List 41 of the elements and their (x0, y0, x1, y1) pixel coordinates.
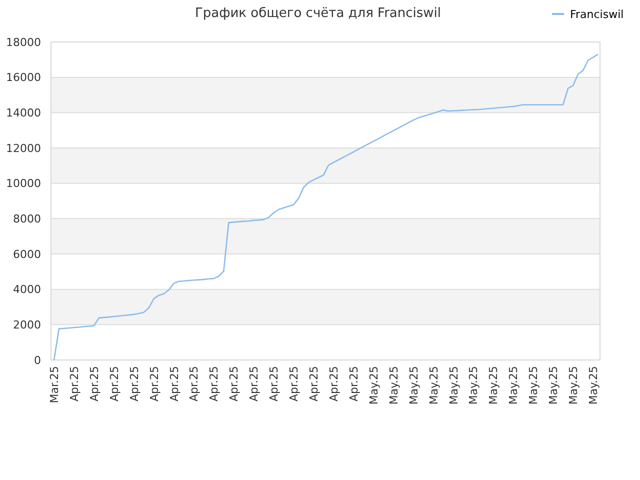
x-tick-label: May.25 (547, 366, 560, 405)
x-tick-label: Apr.25 (148, 366, 161, 402)
x-tick-label: Mar.25 (48, 366, 61, 404)
x-tick-label: May.25 (467, 366, 480, 405)
x-tick-label: Apr.25 (68, 366, 81, 402)
x-tick-label: Apr.25 (88, 366, 101, 402)
x-tick-label: Apr.25 (347, 366, 360, 402)
y-tick-label: 8000 (13, 212, 41, 226)
x-tick-label: May.25 (447, 366, 460, 405)
x-tick-label: May.25 (387, 366, 400, 405)
legend-label: Franciswil (570, 8, 624, 21)
x-tick-label: May.25 (407, 366, 420, 405)
x-tick-label: Apr.25 (208, 366, 221, 402)
chart-title: График общего счёта для Franciswil (194, 6, 442, 21)
y-tick-label: 16000 (6, 71, 41, 84)
x-tick-label: Apr.25 (327, 366, 340, 402)
x-tick-label: May.25 (367, 366, 380, 405)
y-tick-label: 4000 (13, 283, 41, 296)
x-tick-label: Apr.25 (288, 366, 301, 402)
x-tick-label: Apr.25 (108, 366, 121, 402)
line-series (53, 54, 599, 361)
x-tick-label: Apr.25 (228, 366, 241, 402)
y-tick-label: 10000 (6, 177, 41, 190)
y-tick-label: 6000 (13, 248, 41, 261)
x-tick-label: Apr.25 (188, 366, 201, 402)
x-tick-label: Apr.25 (308, 366, 321, 402)
x-tick-label: Apr.25 (168, 366, 181, 402)
x-tick-label: Apr.25 (248, 366, 261, 402)
x-tick-label: May.25 (507, 366, 520, 405)
y-tick-label: 12000 (6, 142, 41, 155)
x-tick-label: May.25 (487, 366, 500, 405)
y-tick-label: 2000 (13, 318, 41, 332)
x-tick-label: May.25 (527, 366, 540, 405)
x-tick-label: Apr.25 (268, 366, 281, 402)
x-tick-label: May.25 (567, 366, 580, 405)
y-tick-label: 14000 (6, 106, 41, 120)
x-tick-label: Apr.25 (128, 366, 141, 402)
x-tick-label: May.25 (427, 366, 440, 405)
y-tick-label: 0 (34, 354, 41, 367)
y-tick-label: 18000 (6, 36, 41, 49)
x-tick-label: May.25 (587, 366, 600, 405)
